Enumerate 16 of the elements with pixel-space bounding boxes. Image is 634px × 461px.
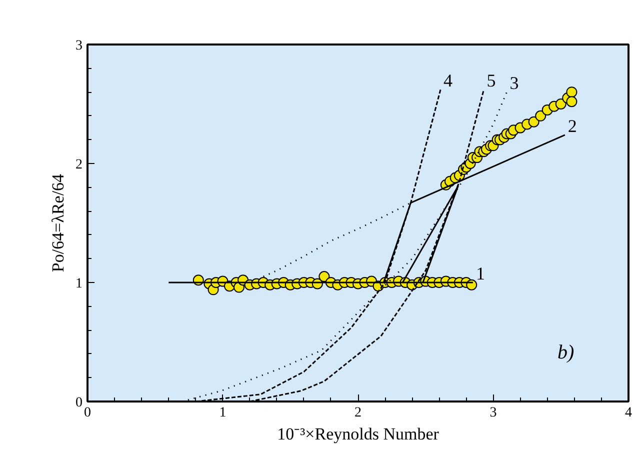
series-label: 5 [486,70,496,91]
x-tick-label: 2 [354,406,362,420]
y-axis-title: Po/64=λRe/64 [48,173,68,272]
series-label: 3 [510,73,519,94]
y-tick-label: 0 [76,396,82,410]
series-label: 4 [444,70,453,91]
x-axis-title: 10⁻³×Reynolds Number [277,424,440,444]
annotation: b) [558,342,574,364]
y-tick-label: 3 [76,38,82,54]
y-tick-label: 2 [76,158,82,172]
x-tick-label: 1 [219,406,226,420]
x-tick-label: 3 [490,406,497,420]
y-tick-label: 1 [76,276,82,292]
series-label: 2 [568,116,577,136]
series-label: 1 [476,264,485,284]
x-tick-label: 4 [625,406,632,420]
